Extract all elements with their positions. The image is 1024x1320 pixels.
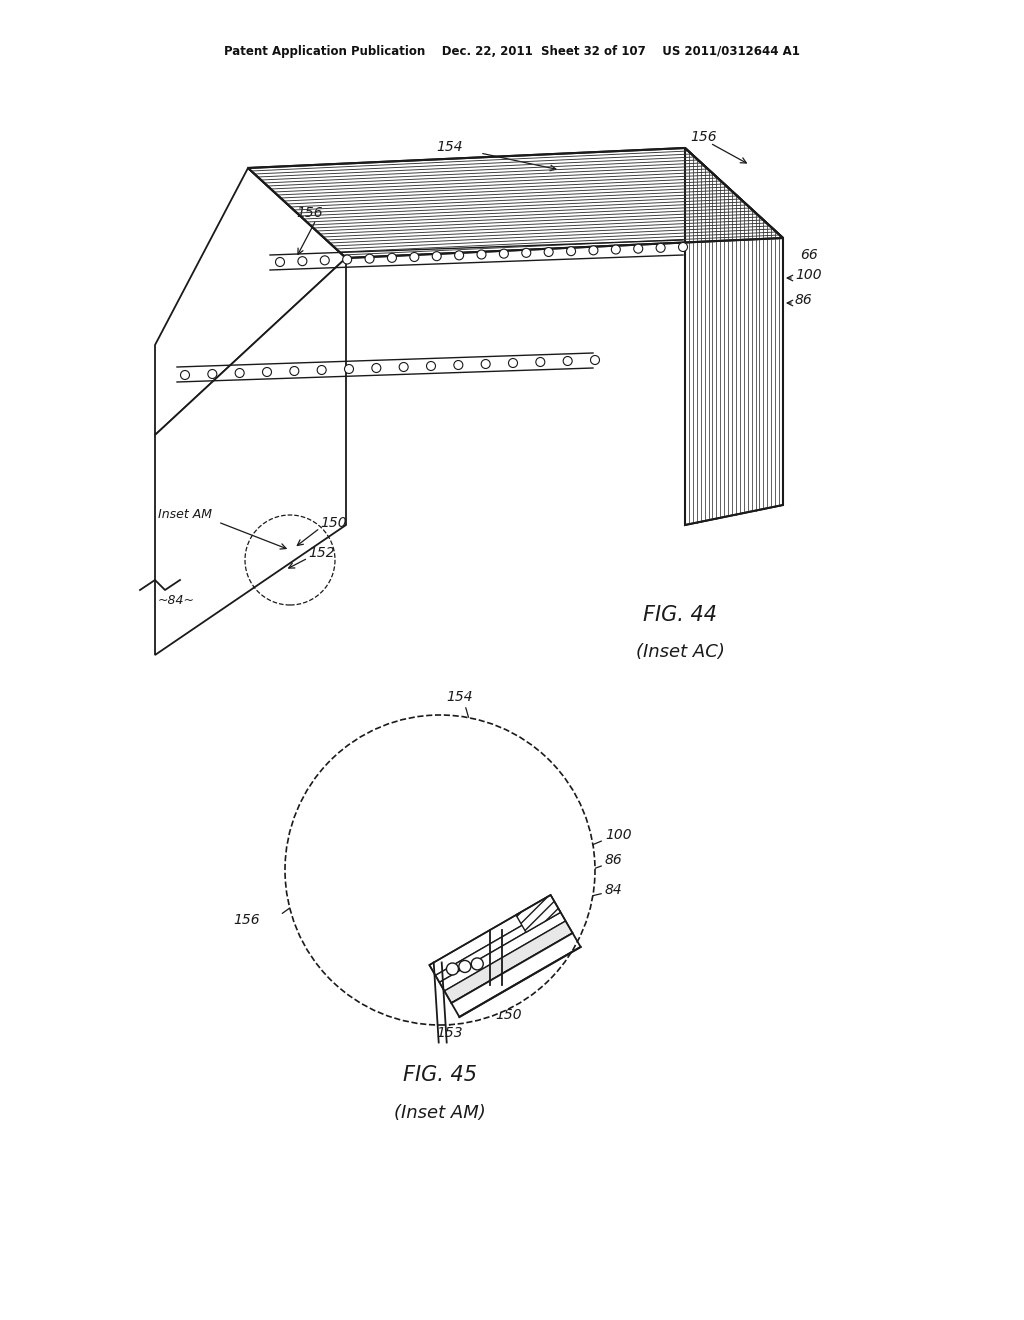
- Circle shape: [290, 367, 299, 375]
- Polygon shape: [435, 906, 560, 982]
- Circle shape: [285, 715, 595, 1026]
- Circle shape: [591, 355, 599, 364]
- Circle shape: [298, 256, 307, 265]
- Text: 152: 152: [470, 833, 497, 847]
- Circle shape: [563, 356, 572, 366]
- Text: FIG. 44: FIG. 44: [643, 605, 717, 624]
- Circle shape: [566, 247, 575, 256]
- Text: FIG. 45: FIG. 45: [403, 1065, 477, 1085]
- Circle shape: [410, 252, 419, 261]
- Polygon shape: [155, 168, 346, 436]
- Circle shape: [634, 244, 643, 253]
- Polygon shape: [685, 148, 783, 525]
- Circle shape: [208, 370, 217, 379]
- Text: 66: 66: [800, 248, 818, 261]
- Circle shape: [656, 243, 666, 252]
- Circle shape: [275, 257, 285, 267]
- Text: 156: 156: [233, 913, 260, 927]
- Text: 84: 84: [605, 883, 623, 898]
- Text: 150: 150: [319, 516, 347, 531]
- Text: (Inset AC): (Inset AC): [636, 643, 724, 661]
- Circle shape: [471, 958, 483, 970]
- Text: Patent Application Publication    Dec. 22, 2011  Sheet 32 of 107    US 2011/0312: Patent Application Publication Dec. 22, …: [224, 45, 800, 58]
- Text: 156: 156: [297, 206, 324, 220]
- Circle shape: [262, 367, 271, 376]
- Text: ~84~: ~84~: [158, 594, 195, 606]
- Polygon shape: [248, 148, 783, 257]
- Text: 154: 154: [446, 690, 473, 704]
- Circle shape: [321, 256, 330, 265]
- Text: 86: 86: [605, 853, 623, 867]
- Circle shape: [536, 358, 545, 367]
- Polygon shape: [444, 921, 572, 1003]
- Circle shape: [454, 360, 463, 370]
- Text: 152: 152: [308, 546, 335, 560]
- Polygon shape: [155, 257, 346, 655]
- Text: (Inset AM): (Inset AM): [394, 1104, 485, 1122]
- Polygon shape: [685, 148, 783, 506]
- Circle shape: [365, 255, 374, 263]
- Circle shape: [427, 362, 435, 371]
- Circle shape: [446, 964, 459, 975]
- Text: 100: 100: [795, 268, 821, 282]
- Circle shape: [522, 248, 530, 257]
- Text: Inset AM: Inset AM: [158, 508, 212, 521]
- Circle shape: [679, 243, 687, 252]
- Text: 100: 100: [605, 828, 632, 842]
- Circle shape: [589, 246, 598, 255]
- Circle shape: [459, 961, 471, 973]
- Text: 151: 151: [396, 998, 423, 1012]
- Circle shape: [344, 364, 353, 374]
- Circle shape: [236, 368, 244, 378]
- Polygon shape: [429, 895, 557, 975]
- Circle shape: [343, 255, 351, 264]
- Text: 156: 156: [690, 129, 717, 144]
- Circle shape: [477, 249, 486, 259]
- Circle shape: [500, 249, 508, 259]
- Text: 153: 153: [436, 1026, 463, 1040]
- Text: 154: 154: [436, 140, 463, 154]
- Circle shape: [399, 363, 409, 371]
- Circle shape: [611, 246, 621, 253]
- Circle shape: [317, 366, 327, 375]
- Circle shape: [180, 371, 189, 380]
- Circle shape: [455, 251, 464, 260]
- Polygon shape: [439, 912, 565, 991]
- Circle shape: [544, 248, 553, 256]
- Circle shape: [372, 363, 381, 372]
- Circle shape: [509, 359, 517, 367]
- Text: 150: 150: [495, 1008, 521, 1022]
- Circle shape: [432, 252, 441, 260]
- Text: 86: 86: [795, 293, 813, 308]
- Polygon shape: [516, 895, 560, 932]
- Polygon shape: [452, 933, 581, 1016]
- Circle shape: [481, 359, 490, 368]
- Circle shape: [387, 253, 396, 263]
